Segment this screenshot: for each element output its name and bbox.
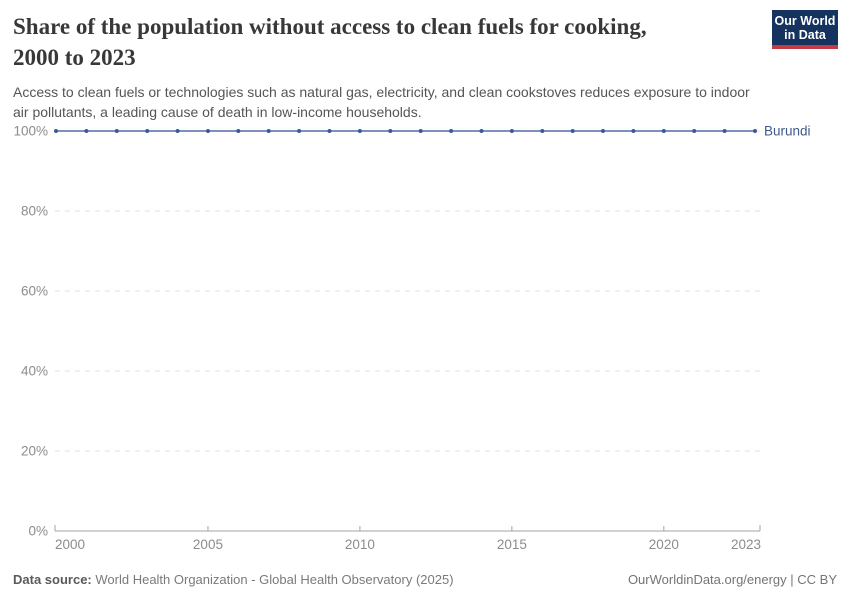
title-line-2: 2000 to 2023 — [13, 45, 136, 70]
chart-subtitle: Access to clean fuels or technologies su… — [13, 84, 750, 120]
x-axis: 2000 2005 2010 2015 2020 2023 — [54, 525, 761, 552]
license-link[interactable]: OurWorldinData.org/energy | CC BY — [627, 572, 837, 587]
data-point — [114, 129, 119, 133]
chart-header: Share of the population without access t… — [13, 11, 760, 122]
x-tick-label: 2015 — [497, 537, 527, 552]
data-point — [236, 129, 241, 133]
data-point — [631, 129, 636, 133]
x-tick-label: 2023 — [731, 537, 761, 552]
data-point — [357, 129, 362, 133]
page-title: Share of the population without access t… — [13, 11, 760, 73]
data-point — [266, 129, 271, 133]
y-gridlines — [55, 130, 760, 532]
x-tick-label: 2010 — [345, 537, 375, 552]
data-point — [297, 129, 302, 133]
x-tick-label: 2005 — [193, 537, 223, 552]
line-chart: 0% 20% 40% 60% 80% 100% 2000 2005 2010 2015 2020 20… — [0, 118, 850, 558]
data-point — [388, 129, 393, 133]
entity-label: Burundi — [764, 124, 811, 139]
y-tick-label: 60% — [21, 284, 48, 299]
data-point — [570, 129, 575, 133]
title-line-1: Share of the population without access t… — [13, 14, 647, 39]
data-point — [84, 129, 89, 133]
logo-line-1: Our World — [774, 14, 836, 28]
data-point — [722, 129, 727, 133]
data-point — [54, 129, 58, 133]
data-source-label: Data source: — [13, 572, 92, 587]
y-tick-label: 40% — [21, 364, 48, 379]
x-tick-label: 2000 — [55, 537, 85, 552]
data-point — [327, 129, 332, 133]
data-source-value: World Health Organization - Global Healt… — [95, 572, 454, 587]
y-tick-label: 0% — [28, 524, 48, 539]
logo-line-2: in Data — [784, 28, 826, 42]
chart-footer: Data source: World Health Organization -… — [13, 572, 837, 587]
owid-logo: Our World in Data — [772, 10, 838, 49]
data-point — [601, 129, 605, 133]
data-point — [540, 129, 545, 133]
chart-canvas: 0%20%40%60%80%100%2000 2005 2010 2015 2020 20… — [13, 124, 811, 553]
data-point — [509, 129, 514, 133]
y-tick-label: 100% — [13, 124, 48, 139]
data-point — [145, 129, 150, 133]
data-point — [418, 129, 423, 133]
data-point — [692, 129, 697, 133]
series-label: Burundi — [764, 124, 811, 139]
data-point — [449, 129, 454, 133]
y-tick-label: 20% — [21, 444, 48, 459]
data-point — [753, 129, 757, 133]
data-points — [54, 129, 757, 133]
data-source: Data source: World Health Organization -… — [13, 572, 454, 587]
y-tick-label: 80% — [21, 204, 48, 219]
data-point — [479, 129, 484, 133]
data-point — [175, 129, 180, 133]
x-tick-label: 2020 — [649, 537, 679, 552]
data-point — [661, 129, 666, 133]
y-axis-labels: 0% 20% 40% 60% 80% 100% — [13, 124, 48, 539]
data-point — [206, 129, 210, 133]
